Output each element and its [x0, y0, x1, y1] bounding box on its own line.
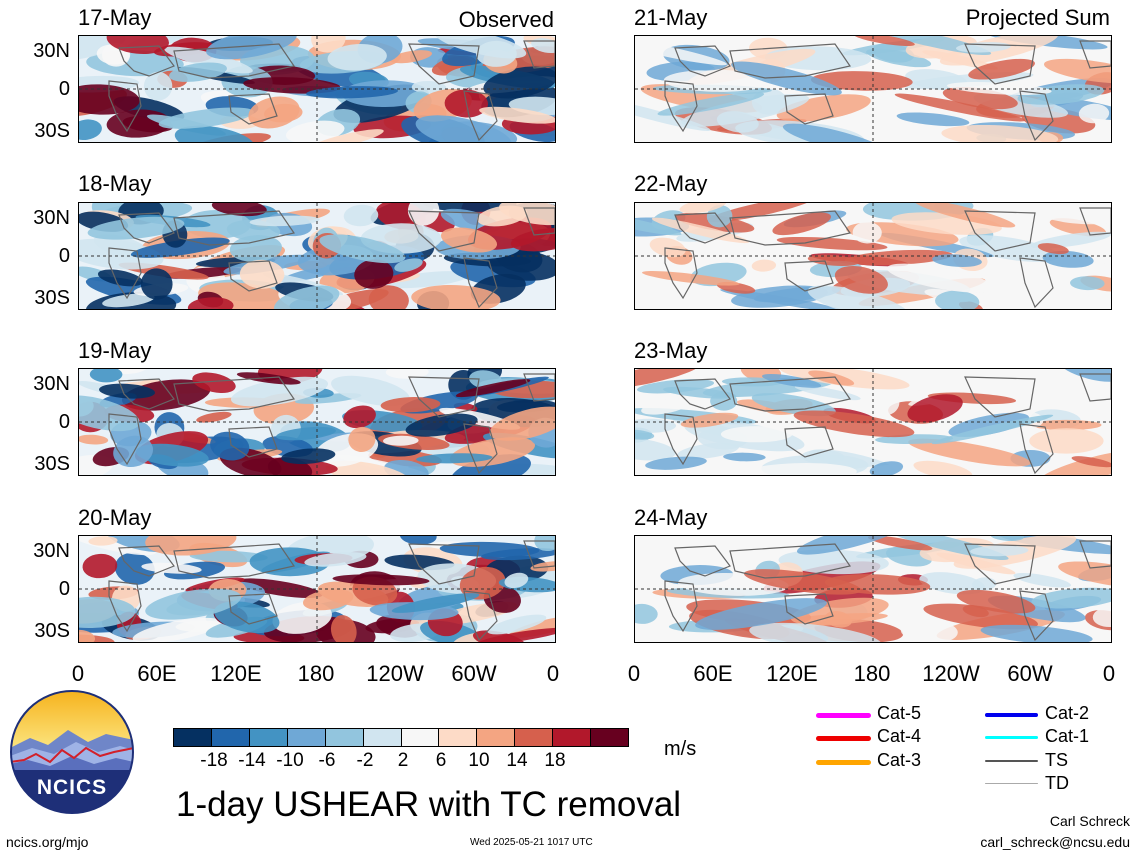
y-label-30s: 30S [34, 287, 70, 309]
colorbar-swatch [174, 729, 212, 746]
panel-tag-projected: Projected Sum [965, 5, 1110, 30]
colorbar-swatch [287, 729, 326, 746]
footer-url[interactable]: ncics.org/mjo [6, 834, 89, 850]
x-label: 60W [1007, 661, 1053, 686]
map-panel [78, 535, 556, 643]
y-label-30n: 30N [33, 373, 70, 395]
y-label-30s: 30S [34, 620, 70, 642]
colorbar-label: 14 [506, 750, 528, 771]
legend-label-ts: TS [1045, 750, 1069, 770]
colorbar-label: 2 [397, 750, 409, 771]
colorbar-swatch [477, 729, 516, 746]
legend-label-cat2: Cat-2 [1045, 703, 1090, 723]
x-label: 180 [853, 661, 891, 686]
x-label: 0 [1102, 661, 1116, 686]
x-label: 60W [451, 661, 497, 686]
colorbar-label: -10 [276, 750, 304, 771]
y-label-30s: 30S [34, 120, 70, 142]
x-label: 60E [693, 661, 733, 686]
footer-timestamp: Wed 2025-05-21 1017 UTC [470, 837, 593, 848]
legend-label-cat5: Cat-5 [877, 703, 922, 723]
x-label: 120E [210, 661, 262, 686]
colorbar-label: 10 [468, 750, 490, 771]
colorbar-label: 18 [544, 750, 566, 771]
legend-label-cat3: Cat-3 [877, 750, 922, 770]
y-label-30n: 30N [33, 40, 70, 62]
y-label-eq: 0 [58, 411, 70, 433]
colorbar-swatch [591, 729, 629, 746]
legend-swatch-cat5 [816, 713, 871, 718]
y-label-eq: 0 [58, 78, 70, 100]
colorbar-label: -6 [318, 750, 336, 771]
legend-swatch-ts [985, 760, 1038, 762]
colorbar [173, 728, 629, 747]
panel-date-right-4: 24-May [634, 505, 708, 530]
y-label-eq: 0 [58, 245, 70, 267]
y-label-30s: 30S [34, 453, 70, 475]
legend-swatch-cat4 [816, 736, 871, 741]
y-label-eq: 0 [58, 578, 70, 600]
x-label: 60E [137, 661, 177, 686]
panel-date-left-3: 19-May [78, 338, 152, 363]
y-label-30n: 30N [33, 207, 70, 229]
logo-text: NCICS [36, 776, 108, 799]
panel-date-left-2: 18-May [78, 171, 152, 196]
colorbar-swatch [401, 729, 440, 746]
map-panel [78, 368, 556, 476]
colorbar-swatch [439, 729, 478, 746]
colorbar-label: -18 [200, 750, 228, 771]
legend-label-cat1: Cat-1 [1045, 726, 1090, 746]
map-panel [634, 535, 1112, 643]
colorbar-label: -14 [238, 750, 266, 771]
main-title: 1-day USHEAR with TC removal [176, 785, 682, 824]
colorbar-label: 6 [435, 750, 447, 771]
x-label: 0 [71, 661, 85, 686]
y-label-30n: 30N [33, 540, 70, 562]
map-panel [78, 202, 556, 310]
legend-label-td: TD [1045, 773, 1069, 793]
map-panel [78, 35, 556, 143]
credit-name: Carl Schreck [1049, 813, 1130, 829]
map-panel [634, 368, 1112, 476]
colorbar-swatch [211, 729, 250, 746]
colorbar-swatch [325, 729, 364, 746]
panel-date-right-1: 21-May [634, 5, 708, 30]
x-label: 120E [766, 661, 818, 686]
colorbar-swatch [363, 729, 402, 746]
x-label: 120W [366, 661, 424, 686]
x-label: 0 [546, 661, 560, 686]
colorbar-swatch [249, 729, 288, 746]
credit-email[interactable]: carl_schreck@ncsu.edu [980, 834, 1130, 850]
colorbar-units: m/s [664, 738, 697, 760]
ncics-logo: NCICS [10, 690, 134, 814]
panel-date-right-3: 23-May [634, 338, 708, 363]
panel-tag-observed: Observed [458, 7, 554, 32]
panel-date-left-1: 17-May [78, 5, 152, 30]
colorbar-label: -2 [356, 750, 374, 771]
legend-swatch-td [985, 783, 1038, 784]
x-label: 0 [627, 661, 641, 686]
legend-swatch-cat1 [985, 736, 1038, 739]
map-panel [634, 35, 1112, 143]
legend-swatch-cat2 [985, 713, 1038, 717]
panel-date-right-2: 22-May [634, 171, 708, 196]
map-panel [634, 202, 1112, 310]
panel-date-left-4: 20-May [78, 505, 152, 530]
x-label: 180 [297, 661, 335, 686]
legend-label-cat4: Cat-4 [877, 726, 922, 746]
x-label: 120W [922, 661, 980, 686]
colorbar-swatch [515, 729, 554, 746]
legend-swatch-cat3 [816, 760, 871, 765]
colorbar-swatch [553, 729, 592, 746]
